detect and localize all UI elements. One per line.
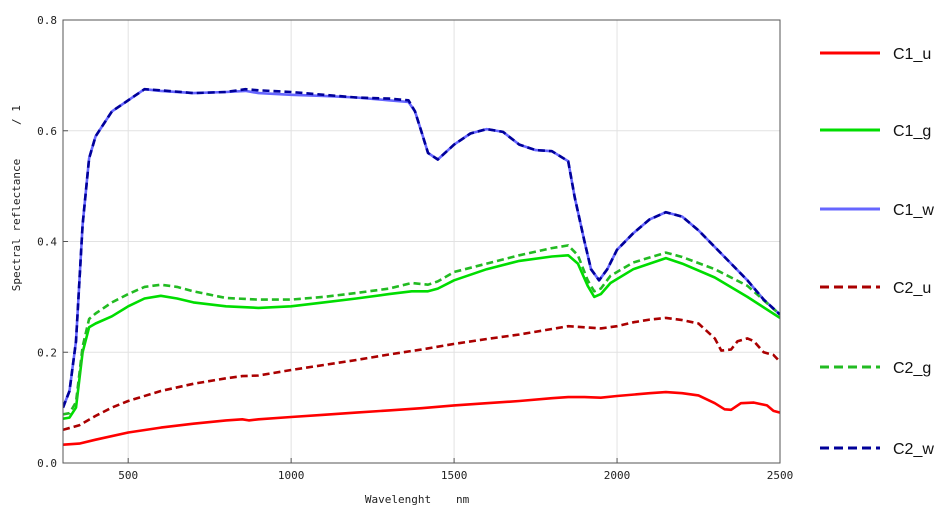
series-line-c2-w <box>63 87 780 409</box>
y-tick-label: 0.4 <box>37 236 57 249</box>
y-axis-label: Spectral reflectance / 1 <box>10 105 23 291</box>
y-axis-unit: / 1 <box>10 105 23 125</box>
axis-ticks: 500 1000 1500 2000 2500 0.0 0.2 0.4 0.6 0.8 <box>37 14 793 482</box>
legend-label-c1-g: C1_g <box>893 123 931 140</box>
legend-label-c2-g: C2_g <box>893 360 931 377</box>
x-axis-label: Wavelenght nm <box>365 493 470 506</box>
plot-lines <box>63 87 780 446</box>
x-tick-label: 1500 <box>441 469 468 482</box>
x-tick-label: 500 <box>118 469 138 482</box>
grid <box>63 19 781 464</box>
x-tick-label: 2000 <box>604 469 631 482</box>
series-line-c1-g <box>63 254 780 420</box>
series-line-c1-w <box>63 87 780 409</box>
legend-label-c2-w: C2_w <box>893 441 934 458</box>
x-axis-unit: nm <box>456 493 470 506</box>
series-line-c2-g <box>63 244 780 416</box>
x-tick-label: 1000 <box>278 469 305 482</box>
x-axis-title: Wavelenght <box>365 493 431 506</box>
x-tick-label: 2500 <box>767 469 794 482</box>
y-tick-label: 0.8 <box>37 14 57 27</box>
legend-label-c2-u: C2_u <box>893 280 931 297</box>
series-line-c2-u <box>63 316 780 432</box>
legend-label-c1-w: C1_w <box>893 202 934 219</box>
series-line-c1-u <box>63 390 780 446</box>
y-axis-title: Spectral reflectance <box>10 159 23 291</box>
y-tick-label: 0.2 <box>37 346 57 359</box>
y-tick-label: 0.0 <box>37 457 57 470</box>
y-tick-label: 0.6 <box>37 125 57 138</box>
legend-label-c1-u: C1_u <box>893 46 931 63</box>
legend: C1_u C1_g C1_w C2_u C2_g C2_w <box>820 46 934 458</box>
